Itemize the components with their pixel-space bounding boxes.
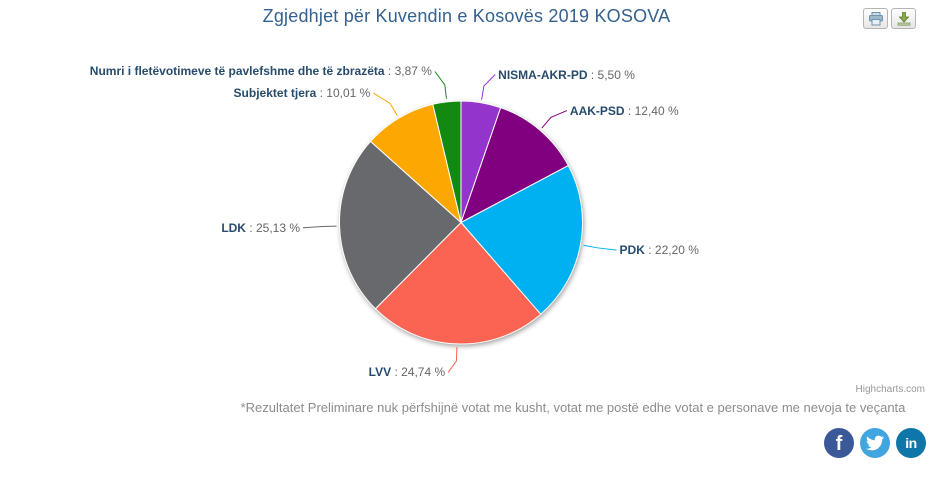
pie-slice-ldk[interactable] bbox=[339, 140, 462, 310]
download-chart-button[interactable] bbox=[891, 8, 916, 29]
pie-label-connector bbox=[481, 74, 496, 100]
linkedin-icon: in bbox=[905, 435, 917, 451]
social-share-bar: f in bbox=[824, 428, 926, 458]
twitter-share-button[interactable] bbox=[860, 428, 890, 458]
print-icon bbox=[868, 11, 883, 25]
export-menu bbox=[863, 8, 916, 29]
pie-slice-pdk[interactable] bbox=[460, 164, 583, 315]
pie-label-connector bbox=[434, 71, 447, 99]
pie-slice-numri-i-flet-votimeve-t-pavlefshme-dhe-t-zbraz-ta[interactable] bbox=[432, 100, 462, 223]
print-chart-button[interactable] bbox=[863, 8, 888, 29]
twitter-bird-icon bbox=[866, 435, 884, 451]
pie-label-connector bbox=[303, 225, 337, 229]
facebook-icon: f bbox=[835, 432, 843, 455]
highcharts-credits[interactable]: Highcharts.com bbox=[855, 384, 925, 395]
pie-slice-subjektet-tjera[interactable] bbox=[369, 103, 462, 224]
pie-label-connector bbox=[541, 110, 568, 129]
pie-slice-aak-psd[interactable] bbox=[460, 107, 570, 224]
facebook-share-button[interactable]: f bbox=[824, 428, 854, 458]
pie-label-connector bbox=[373, 92, 398, 116]
download-icon bbox=[897, 11, 910, 26]
pie-slice-lvv[interactable] bbox=[374, 221, 542, 345]
pie-label-connector bbox=[447, 346, 458, 373]
linkedin-share-button[interactable]: in bbox=[896, 428, 926, 458]
preliminary-results-note: *Rezultatet Preliminare nuk përfshijnë v… bbox=[240, 400, 906, 415]
chart-title: Zgjedhjet për Kuvendin e Kosovës 2019 KO… bbox=[262, 6, 671, 26]
pie-label-connector bbox=[583, 244, 617, 251]
